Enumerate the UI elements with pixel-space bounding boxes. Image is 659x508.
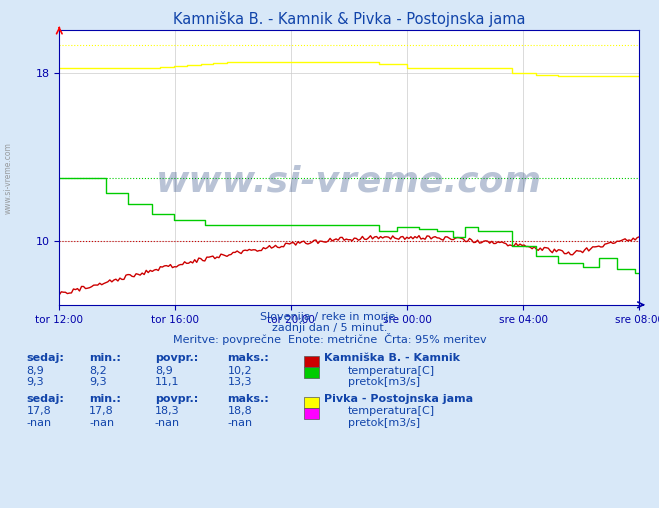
Text: min.:: min.: xyxy=(89,394,121,404)
Text: 9,3: 9,3 xyxy=(89,377,107,387)
Text: 10,2: 10,2 xyxy=(227,366,252,376)
Text: 11,1: 11,1 xyxy=(155,377,179,387)
Text: maks.:: maks.: xyxy=(227,394,269,404)
Text: temperatura[C]: temperatura[C] xyxy=(348,406,435,417)
Text: Meritve: povprečne  Enote: metrične  Črta: 95% meritev: Meritve: povprečne Enote: metrične Črta:… xyxy=(173,333,486,345)
Text: 9,3: 9,3 xyxy=(26,377,44,387)
Text: pretok[m3/s]: pretok[m3/s] xyxy=(348,377,420,387)
Text: povpr.:: povpr.: xyxy=(155,394,198,404)
Text: Pivka - Postojnska jama: Pivka - Postojnska jama xyxy=(324,394,473,404)
Text: 8,9: 8,9 xyxy=(26,366,44,376)
Text: -nan: -nan xyxy=(89,418,114,428)
Text: www.si-vreme.com: www.si-vreme.com xyxy=(4,142,13,214)
Text: www.si-vreme.com: www.si-vreme.com xyxy=(156,165,542,198)
Text: Kamniška B. - Kamnik: Kamniška B. - Kamnik xyxy=(324,353,460,363)
Text: 18,3: 18,3 xyxy=(155,406,179,417)
Title: Kamniška B. - Kamnik & Pivka - Postojnska jama: Kamniška B. - Kamnik & Pivka - Postojnsk… xyxy=(173,11,525,26)
Text: 8,2: 8,2 xyxy=(89,366,107,376)
Text: 17,8: 17,8 xyxy=(89,406,114,417)
Text: sedaj:: sedaj: xyxy=(26,353,64,363)
Text: -nan: -nan xyxy=(155,418,180,428)
Text: -nan: -nan xyxy=(26,418,51,428)
Text: Slovenija / reke in morje.: Slovenija / reke in morje. xyxy=(260,312,399,323)
Text: zadnji dan / 5 minut.: zadnji dan / 5 minut. xyxy=(272,323,387,333)
Text: 18,8: 18,8 xyxy=(227,406,252,417)
Text: -nan: -nan xyxy=(227,418,252,428)
Text: maks.:: maks.: xyxy=(227,353,269,363)
Text: povpr.:: povpr.: xyxy=(155,353,198,363)
Text: pretok[m3/s]: pretok[m3/s] xyxy=(348,418,420,428)
Text: min.:: min.: xyxy=(89,353,121,363)
Text: sedaj:: sedaj: xyxy=(26,394,64,404)
Text: 13,3: 13,3 xyxy=(227,377,252,387)
Text: 17,8: 17,8 xyxy=(26,406,51,417)
Text: 8,9: 8,9 xyxy=(155,366,173,376)
Text: temperatura[C]: temperatura[C] xyxy=(348,366,435,376)
